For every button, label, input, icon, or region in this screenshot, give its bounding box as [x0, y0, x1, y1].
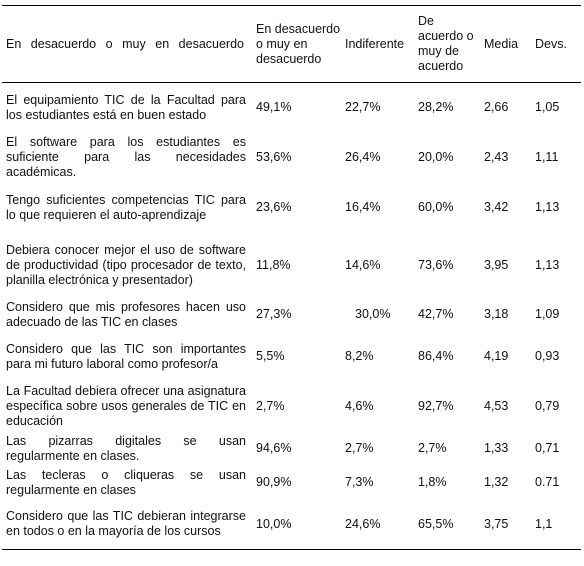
row-statement: Tengo suficientes competencias TIC para …	[6, 192, 246, 222]
row-statement: Considero que las TIC son importantes pa…	[6, 341, 246, 371]
cell-disagree: 90,9%	[256, 475, 292, 489]
row-statement: Debiera conocer mejor el uso de software…	[6, 242, 246, 287]
cell-stdev: 1,05	[535, 100, 560, 115]
table-row: La Facultad debiera ofrecer una asignatu…	[2, 382, 581, 432]
cell-stdev: 0,71	[535, 441, 560, 455]
cell-agree: 28,2%	[418, 100, 454, 115]
row-statement: La Facultad debiera ofrecer una asignatu…	[6, 384, 246, 428]
cell-agree: 20,0%	[418, 150, 454, 164]
cell-disagree: 5,5%	[256, 349, 285, 363]
table-row: Considero que mis profesores hacen uso a…	[2, 298, 581, 332]
cell-stdev: 1,09	[535, 307, 560, 321]
table-row: Debiera conocer mejor el uso de software…	[2, 233, 581, 298]
table-row: El equipamiento TIC de la Facultad para …	[2, 83, 581, 133]
cell-indifferent: 16,4%	[345, 200, 381, 214]
header-statement: En desacuerdo o muy en desacuerdo	[6, 36, 244, 51]
cell-disagree: 23,6%	[256, 200, 292, 214]
table-row: El software para los estudiantes es sufi…	[2, 133, 581, 183]
header-agree: De acuerdo o muy de acuerdo	[418, 14, 474, 73]
cell-stdev: 1,1	[535, 516, 553, 531]
cell-disagree: 27,3%	[256, 307, 292, 321]
cell-indifferent: 4,6%	[345, 399, 374, 413]
table-row: Las tecleras o cliqueras se usan regular…	[2, 466, 581, 500]
header-row: En desacuerdo o muy en desacuerdo En des…	[2, 5, 581, 83]
header-disagree: En desacuerdo o muy en desacuerdo	[256, 21, 341, 66]
cell-stdev: 0,79	[535, 399, 560, 413]
cell-disagree: 53,6%	[256, 150, 292, 164]
header-indifferent: Indiferente	[345, 36, 405, 51]
table-row: Considero que las TIC debieran integrars…	[2, 500, 581, 550]
cell-mean: 3,75	[484, 516, 509, 531]
cell-disagree: 49,1%	[256, 100, 292, 115]
cell-mean: 3,42	[484, 200, 509, 214]
cell-agree: 73,6%	[418, 257, 454, 272]
cell-stdev: 1,13	[535, 257, 560, 272]
cell-indifferent: 14,6%	[345, 257, 381, 272]
row-statement: El equipamiento TIC de la Facultad para …	[6, 92, 246, 122]
table-row: Considero que las TIC son importantes pa…	[2, 332, 581, 382]
cell-agree: 2,7%	[418, 441, 447, 455]
table-row: Tengo suficientes competencias TIC para …	[2, 183, 581, 233]
cell-indifferent: 30,0%	[355, 307, 391, 321]
cell-agree: 1,8%	[418, 475, 447, 489]
cell-disagree: 94,6%	[256, 441, 292, 455]
cell-indifferent: 24,6%	[345, 516, 381, 531]
table-row: Las pizarras digitales se usan regularme…	[2, 432, 581, 466]
cell-mean: 3,95	[484, 257, 509, 272]
cell-mean: 2,66	[484, 100, 509, 115]
cell-disagree: 2,7%	[256, 399, 285, 413]
cell-indifferent: 8,2%	[345, 349, 374, 363]
cell-stdev: 0,93	[535, 349, 560, 363]
cell-indifferent: 2,7%	[345, 441, 374, 455]
cell-indifferent: 22,7%	[345, 100, 381, 115]
survey-table-page: En desacuerdo o muy en desacuerdo En des…	[2, 5, 581, 550]
cell-agree: 92,7%	[418, 399, 454, 413]
table-body: El equipamiento TIC de la Facultad para …	[2, 83, 581, 550]
cell-disagree: 11,8%	[256, 257, 291, 272]
cell-stdev: 1,11	[535, 150, 559, 164]
cell-mean: 2,43	[484, 150, 509, 164]
cell-mean: 1,33	[484, 441, 509, 455]
cell-agree: 60,0%	[418, 200, 454, 214]
cell-agree: 65,5%	[418, 516, 454, 531]
row-statement: El software para los estudiantes es sufi…	[6, 135, 246, 179]
row-statement: Considero que las TIC debieran integrars…	[6, 509, 246, 539]
row-statement: Considero que mis profesores hacen uso a…	[6, 299, 246, 329]
cell-mean: 1,32	[484, 475, 509, 489]
table-header: En desacuerdo o muy en desacuerdo En des…	[2, 5, 581, 83]
cell-mean: 4,53	[484, 399, 509, 413]
cell-indifferent: 7,3%	[345, 475, 374, 489]
cell-agree: 42,7%	[418, 307, 454, 321]
survey-results-table: En desacuerdo o muy en desacuerdo En des…	[2, 5, 581, 550]
cell-agree: 86,4%	[418, 349, 454, 363]
cell-indifferent: 26,4%	[345, 150, 381, 164]
cell-disagree: 10,0%	[256, 516, 292, 531]
cell-stdev: 1,13	[535, 200, 560, 214]
row-statement: Las pizarras digitales se usan regularme…	[6, 433, 246, 463]
cell-mean: 3,18	[484, 307, 509, 321]
header-stdev: Devs.	[535, 36, 567, 51]
cell-stdev: 0.71	[535, 475, 560, 489]
header-mean: Media	[484, 36, 519, 51]
row-statement: Las tecleras o cliqueras se usan regular…	[6, 467, 246, 497]
cell-mean: 4,19	[484, 349, 509, 363]
